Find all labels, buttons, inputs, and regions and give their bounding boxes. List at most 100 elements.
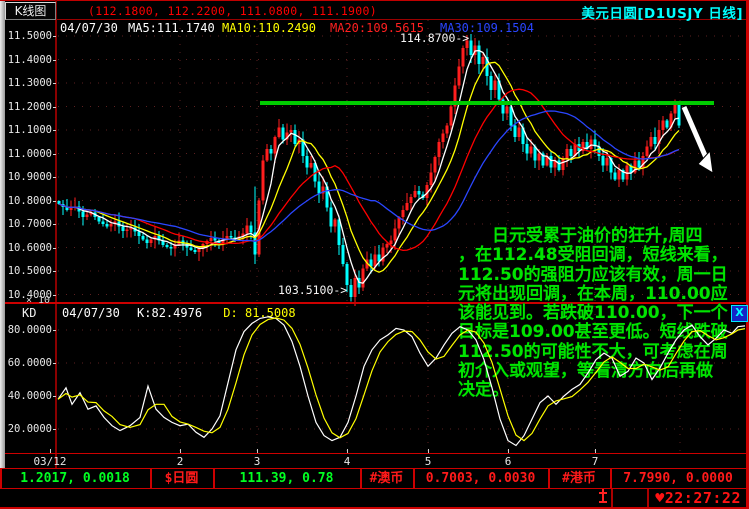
statusbar-top-border <box>0 468 749 469</box>
left-frame-strip <box>0 0 5 468</box>
status-divider <box>360 468 362 488</box>
kd-date: 04/07/30 <box>62 306 120 320</box>
status-row2-divider2 <box>647 489 649 507</box>
right-border <box>746 0 749 509</box>
price-axis-label: 11.2000 <box>7 100 52 113</box>
panel-divider <box>5 302 747 304</box>
annotation-line: 目标是109.00甚至更低。短线跌破 <box>458 322 728 343</box>
date-tickmark <box>257 449 258 453</box>
date-tickmark <box>595 449 596 453</box>
heart-icon: ♥ <box>655 489 665 507</box>
status-segment[interactable]: #港币 <box>562 471 596 486</box>
status-segment[interactable]: 111.39, 0.78 <box>239 471 334 486</box>
peak-price-label: 114.8700-> <box>400 31 470 45</box>
date-tick-label: 5 <box>424 455 432 468</box>
price-axis-label: 11.3000 <box>7 77 52 89</box>
price-axis-label: 11.1000 <box>7 124 52 136</box>
axis-tick <box>53 177 56 178</box>
status-segment[interactable]: #澳币 <box>369 471 404 486</box>
annotation-line: 日元受累于油价的狂升,周四 <box>458 226 703 246</box>
panel-type-label: K线图 <box>5 2 56 20</box>
title-divider <box>5 19 747 20</box>
status-divider <box>150 468 152 488</box>
low-price-label: 103.5100-> <box>278 283 348 297</box>
axis-tick <box>53 200 56 202</box>
kd-bottom-border <box>5 453 747 454</box>
axis-divider <box>55 0 57 468</box>
date-tickmark <box>347 449 348 453</box>
ma5-readout: MA5:111.1740 <box>128 21 215 35</box>
axis-multiplier: × 10 <box>26 295 51 306</box>
ma20-readout: MA20:109.5615 <box>330 21 424 35</box>
status-segment[interactable]: 7.7990, 0.0000 <box>623 471 733 486</box>
date-tickmark <box>508 449 509 453</box>
date-tick-label: 7 <box>591 455 599 468</box>
ma30-readout: MA30:109.1504 <box>440 21 534 35</box>
axis-tick <box>53 130 56 131</box>
annotation-line: 初介入或观望，等看清方向后再做 <box>458 361 713 382</box>
bottom-border <box>0 507 749 509</box>
status-divider <box>413 468 415 488</box>
axis-tick <box>53 224 56 225</box>
status-segment[interactable]: 0.7003, 0.0030 <box>425 471 536 486</box>
kd-axis-label: 20.0000 <box>7 423 52 435</box>
axis-tick <box>53 36 56 37</box>
annotation-line: 元将出现回调，在本周，110.00应 <box>458 283 728 304</box>
cursor-date: 04/07/30 <box>60 21 118 35</box>
status-divider <box>0 468 2 488</box>
axis-tick <box>53 83 56 84</box>
price-axis-label: 10.8000 <box>7 194 52 207</box>
kd-axis-label: 40.0000 <box>7 390 52 402</box>
statusbar-mid-border <box>0 488 749 489</box>
status-row2-divider <box>611 489 613 507</box>
top-border <box>0 0 749 1</box>
status-segment[interactable]: 1.2017, 0.0018 <box>20 471 130 486</box>
axis-tick <box>53 247 56 249</box>
window-title: 美元日圆[D1USJY 日线] <box>581 6 743 22</box>
date-tickmark <box>50 449 51 453</box>
status-flag-icon[interactable] <box>599 489 607 503</box>
axis-tick <box>53 153 56 155</box>
price-axis-label: 10.6000 <box>7 241 52 254</box>
status-divider <box>213 468 215 488</box>
d-value: D: 81.5008 <box>223 306 296 320</box>
status-divider <box>610 468 612 488</box>
price-axis-label: 10.5000 <box>7 265 52 277</box>
price-axis-label: 10.7000 <box>7 218 52 230</box>
kd-axis-label: 80.0000 <box>7 324 52 336</box>
date-tick-label: 4 <box>343 455 351 468</box>
date-tick-label: 03/12 <box>33 455 67 468</box>
axis-tick <box>53 106 56 108</box>
axis-tick <box>53 294 56 296</box>
price-axis-label: 11.0000 <box>7 147 52 160</box>
price-axis-label: 10.4000 <box>7 288 52 301</box>
kd-readout: 04/07/30 K:82.4976 D: 81.5008 <box>62 306 296 320</box>
price-axis-label: 10.9000 <box>7 171 52 183</box>
axis-tick <box>53 271 56 272</box>
analyst-note: 日元受累于油价的狂升,周四 ，在112.48受阻回调，短线来看， 112.50的强阻… <box>458 226 749 401</box>
date-tickmark <box>180 449 181 453</box>
axis-tick <box>53 396 56 397</box>
close-note-button[interactable]: X <box>731 305 748 322</box>
annotation-line: 112.50的可能性不大，可考虑在周 <box>458 341 728 362</box>
clock: ♥22:27:22 <box>655 489 741 507</box>
date-tick-label: 2 <box>176 455 184 468</box>
date-tick-label: 3 <box>253 455 261 468</box>
price-axis-label: 11.4000 <box>7 53 52 66</box>
status-divider <box>548 468 550 488</box>
date-tick-label: 6 <box>504 455 512 468</box>
axis-tick <box>53 59 56 61</box>
annotation-line: 112.50的强阻力应该有效，周一日 <box>458 264 728 285</box>
axis-tick <box>53 330 56 331</box>
status-segment[interactable]: $日圆 <box>164 471 199 486</box>
annotation-line: 决定。 <box>458 380 509 401</box>
annotation-line: ，在112.48受阻回调，短线来看， <box>458 245 728 266</box>
ohlc-readout: (112.1800, 112.2200, 111.0800, 111.1900) <box>88 4 377 18</box>
kd-axis-label: 60.0000 <box>7 357 52 369</box>
axis-tick <box>53 363 56 364</box>
axis-tick <box>53 429 56 430</box>
date-tickmark <box>428 449 429 453</box>
kd-indicator-label: KD <box>22 306 37 320</box>
